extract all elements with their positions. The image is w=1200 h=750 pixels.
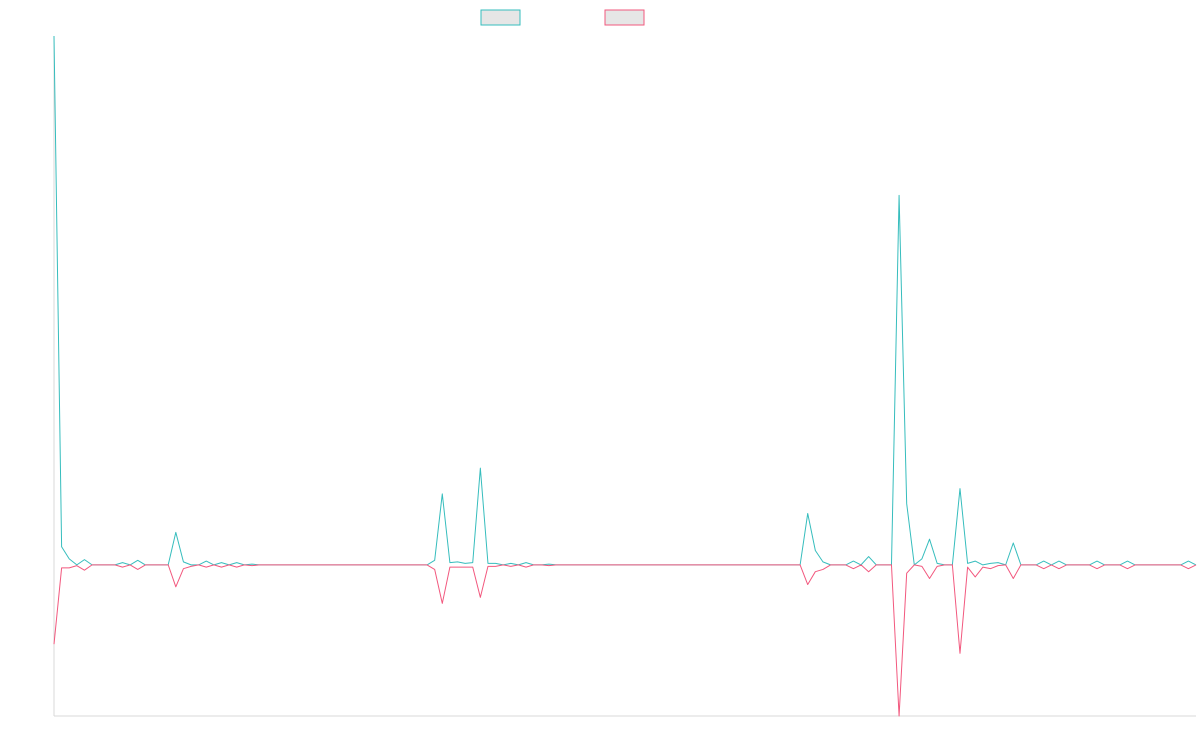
- legend-swatch-2[interactable]: [604, 9, 645, 26]
- legend-swatch-1[interactable]: [480, 9, 521, 26]
- series-line-1: [53, 35, 1197, 566]
- axes: [53, 36, 1196, 717]
- series-line-2: [53, 564, 1197, 717]
- legend: [480, 9, 645, 26]
- plot-area: [53, 35, 1197, 717]
